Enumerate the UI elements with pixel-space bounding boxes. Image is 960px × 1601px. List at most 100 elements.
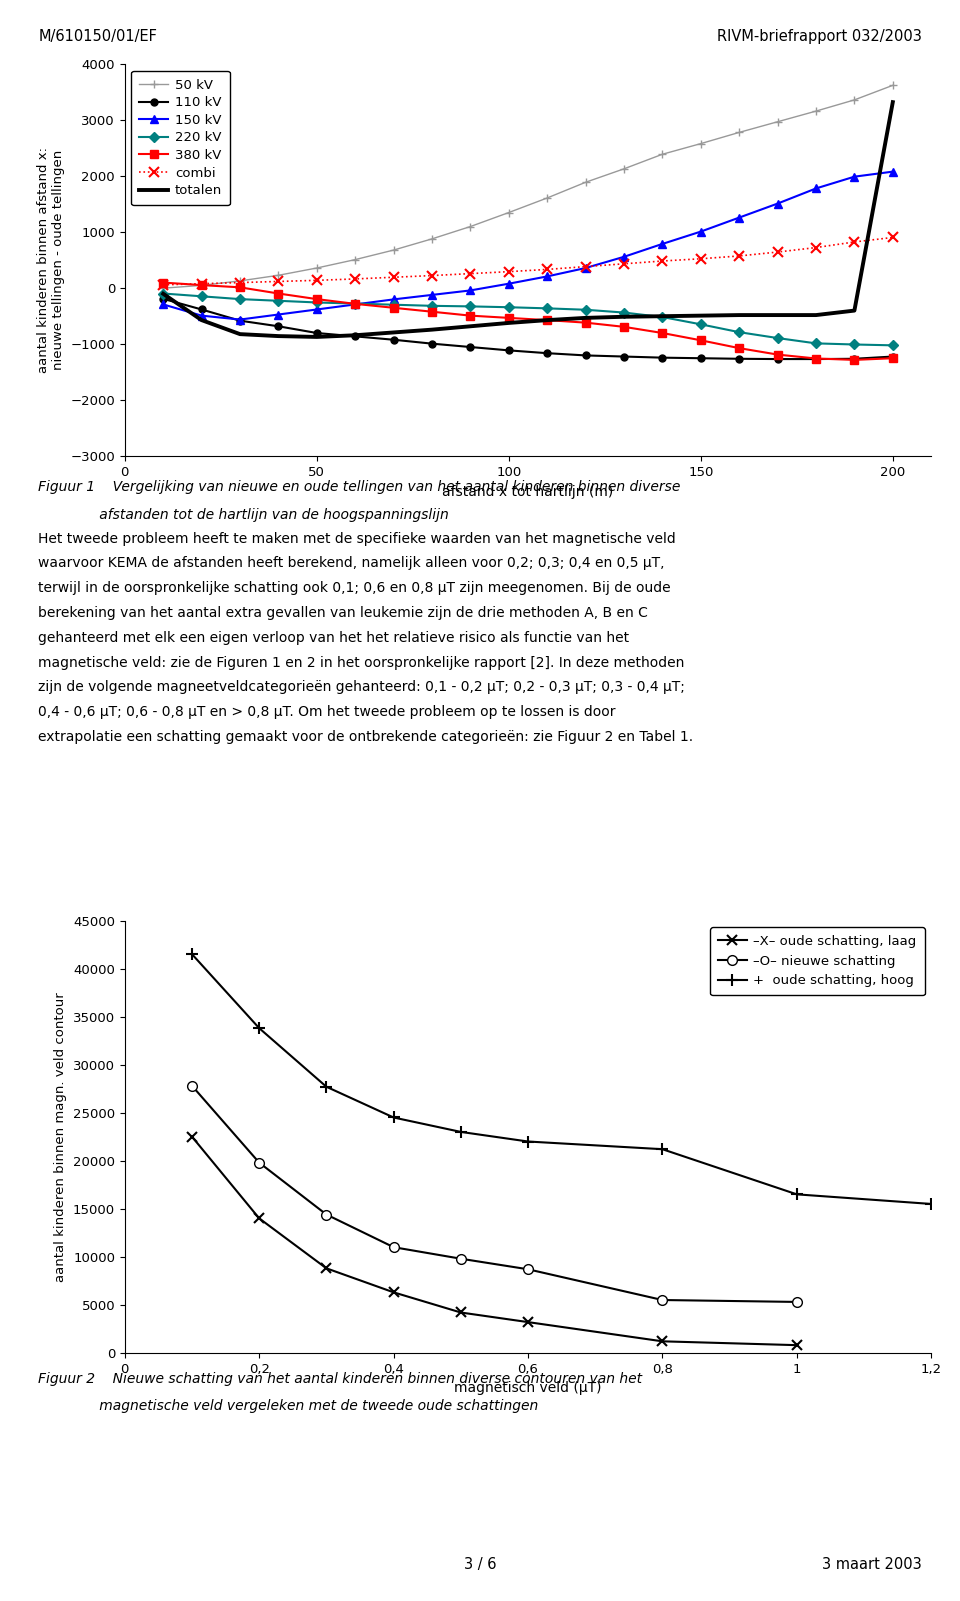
–O– nieuwe schatting xyxy=(522,1260,534,1279)
Text: berekening van het aantal extra gevallen van leukemie zijn de drie methoden A, B: berekening van het aantal extra gevallen… xyxy=(38,605,648,620)
110 kV xyxy=(541,344,553,363)
combi xyxy=(388,267,399,287)
+  oude schatting, hoog xyxy=(388,1108,399,1127)
+  oude schatting, hoog xyxy=(925,1194,937,1214)
+  oude schatting, hoog xyxy=(522,1132,534,1151)
Line: 50 kV: 50 kV xyxy=(159,82,897,293)
380 kV xyxy=(618,317,630,336)
X-axis label: afstand x tot hartlijn (m): afstand x tot hartlijn (m) xyxy=(443,485,613,498)
150 kV xyxy=(349,295,361,314)
220 kV xyxy=(388,295,399,314)
–X– oude schatting, laag xyxy=(522,1313,534,1332)
+  oude schatting, hoog xyxy=(791,1185,803,1204)
150 kV xyxy=(157,295,169,314)
380 kV xyxy=(388,298,399,317)
Line: 110 kV: 110 kV xyxy=(159,295,897,362)
totalen xyxy=(541,311,553,330)
150 kV xyxy=(772,194,783,213)
totalen xyxy=(503,314,515,333)
110 kV xyxy=(196,299,207,319)
110 kV xyxy=(618,347,630,367)
combi xyxy=(465,264,476,283)
Text: afstanden tot de hartlijn van de hoogspanningslijn: afstanden tot de hartlijn van de hoogspa… xyxy=(38,508,449,522)
50 kV xyxy=(349,250,361,269)
220 kV xyxy=(234,290,246,309)
110 kV xyxy=(349,327,361,346)
150 kV xyxy=(426,285,438,304)
–O– nieuwe schatting xyxy=(455,1249,467,1268)
+  oude schatting, hoog xyxy=(321,1077,332,1097)
50 kV xyxy=(733,123,745,142)
Text: Het tweede probleem heeft te maken met de specifieke waarden van het magnetische: Het tweede probleem heeft te maken met d… xyxy=(38,532,676,546)
110 kV xyxy=(695,349,707,368)
380 kV xyxy=(541,311,553,330)
totalen xyxy=(196,311,207,330)
Text: 0,4 - 0,6 μT; 0,6 - 0,8 μT en > 0,8 μT. Om het tweede probleem op te lossen is d: 0,4 - 0,6 μT; 0,6 - 0,8 μT en > 0,8 μT. … xyxy=(38,704,616,719)
–X– oude schatting, laag xyxy=(657,1332,668,1351)
totalen xyxy=(580,309,591,328)
combi xyxy=(695,250,707,269)
150 kV xyxy=(234,311,246,330)
220 kV xyxy=(349,295,361,314)
50 kV xyxy=(196,275,207,295)
50 kV xyxy=(311,258,323,277)
Y-axis label: aantal kinderen binnen afstand x:
nieuwe tellingen - oude tellingen: aantal kinderen binnen afstand x: nieuwe… xyxy=(36,147,64,373)
220 kV xyxy=(772,328,783,347)
220 kV xyxy=(733,322,745,341)
150 kV xyxy=(618,247,630,266)
Text: 3 / 6: 3 / 6 xyxy=(464,1558,496,1572)
Text: Figuur 1    Vergelijking van nieuwe en oude tellingen van het aantal kinderen bi: Figuur 1 Vergelijking van nieuwe en oude… xyxy=(38,480,681,495)
50 kV xyxy=(465,216,476,235)
+  oude schatting, hoog xyxy=(657,1140,668,1159)
380 kV xyxy=(503,309,515,328)
150 kV xyxy=(541,267,553,287)
Line: +  oude schatting, hoog: + oude schatting, hoog xyxy=(186,949,937,1209)
combi xyxy=(810,239,822,258)
combi xyxy=(618,255,630,274)
totalen xyxy=(733,306,745,325)
220 kV xyxy=(580,299,591,319)
combi xyxy=(849,232,860,251)
totalen xyxy=(426,320,438,339)
50 kV xyxy=(849,90,860,109)
50 kV xyxy=(695,134,707,154)
220 kV xyxy=(810,333,822,352)
50 kV xyxy=(580,173,591,192)
150 kV xyxy=(503,274,515,293)
50 kV xyxy=(618,158,630,178)
–O– nieuwe schatting xyxy=(321,1206,332,1225)
Text: gehanteerd met elk een eigen verloop van het het relatieve risico als functie va: gehanteerd met elk een eigen verloop van… xyxy=(38,631,630,645)
110 kV xyxy=(810,349,822,368)
380 kV xyxy=(657,323,668,343)
Line: 220 kV: 220 kV xyxy=(159,290,897,349)
combi xyxy=(311,271,323,290)
Text: M/610150/01/EF: M/610150/01/EF xyxy=(38,29,157,43)
380 kV xyxy=(465,306,476,325)
combi xyxy=(503,263,515,282)
combi xyxy=(349,269,361,288)
combi xyxy=(657,251,668,271)
220 kV xyxy=(311,293,323,312)
totalen xyxy=(657,306,668,325)
150 kV xyxy=(657,234,668,253)
combi xyxy=(273,272,284,291)
110 kV xyxy=(465,338,476,357)
110 kV xyxy=(426,335,438,354)
totalen xyxy=(388,323,399,343)
380 kV xyxy=(695,331,707,351)
50 kV xyxy=(810,101,822,120)
+  oude schatting, hoog xyxy=(253,1018,265,1037)
220 kV xyxy=(887,336,899,355)
380 kV xyxy=(311,290,323,309)
380 kV xyxy=(733,338,745,357)
220 kV xyxy=(695,315,707,335)
380 kV xyxy=(772,344,783,363)
50 kV xyxy=(772,112,783,131)
totalen xyxy=(618,307,630,327)
110 kV xyxy=(273,317,284,336)
Line: 150 kV: 150 kV xyxy=(159,168,897,323)
–O– nieuwe schatting xyxy=(186,1076,198,1095)
150 kV xyxy=(311,299,323,319)
totalen xyxy=(887,93,899,112)
150 kV xyxy=(388,290,399,309)
